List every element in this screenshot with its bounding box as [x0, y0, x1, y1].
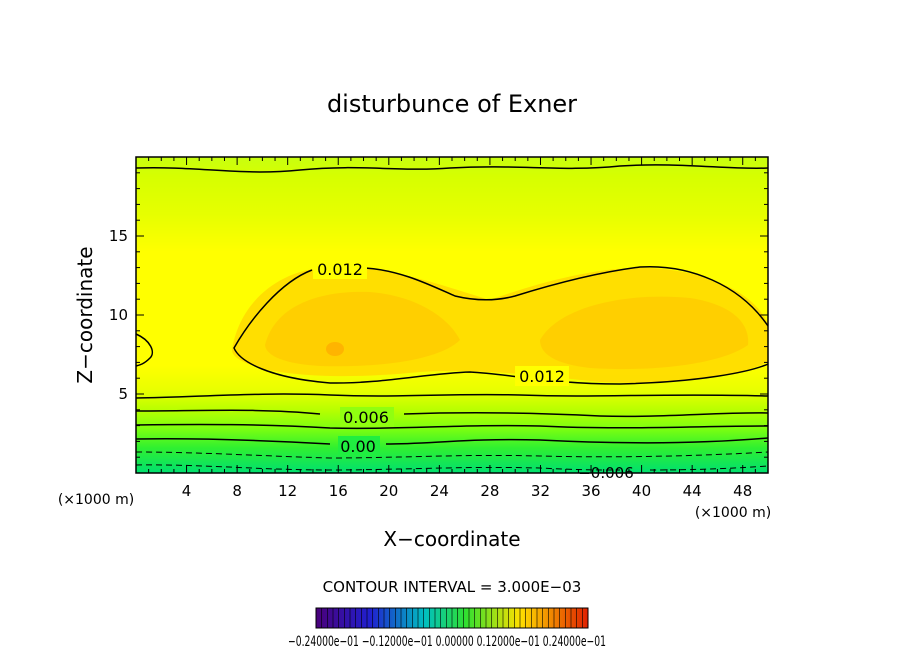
field-max-spot	[326, 342, 344, 356]
tick-label: 24	[430, 482, 449, 500]
tick-label: 15	[109, 227, 128, 245]
field-core-right	[540, 296, 749, 370]
contour-label-texts: 0.012 0.012 0.006 0.00 −0.006	[317, 260, 634, 482]
contour-lines	[136, 164, 768, 445]
tick-label: 28	[480, 482, 499, 500]
plot-area	[136, 157, 768, 473]
y-axis-label: Z−coordinate	[73, 246, 97, 383]
tick-label: 48	[733, 482, 752, 500]
tick-label: 44	[683, 482, 702, 500]
colorbar-divisions	[321, 608, 583, 628]
contour-interval: CONTOUR INTERVAL = 3.000E−03	[323, 578, 582, 596]
contour-label: 0.00	[340, 437, 376, 456]
x-unit-right: (×1000 m)	[695, 505, 771, 521]
tick-label: 36	[581, 482, 600, 500]
contour-0.012-left	[136, 333, 154, 367]
contour-label-bgs	[313, 259, 569, 456]
tick-label: 20	[379, 482, 398, 500]
x-axis-label: X−coordinate	[383, 527, 520, 551]
contour-label: 0.012	[317, 260, 363, 279]
contour-top	[136, 164, 768, 173]
contour-label: 0.006	[343, 408, 389, 427]
field-core-left	[265, 291, 460, 367]
contour-lines-negative	[136, 451, 768, 471]
tick-label: 8	[232, 482, 242, 500]
contour-0.006	[136, 409, 768, 418]
tick-label: 12	[278, 482, 297, 500]
contour-neg-0.006	[136, 464, 768, 471]
tick-label: 4	[182, 482, 192, 500]
tick-label: 16	[329, 482, 348, 500]
y-axis-ticks: 5 10 15	[109, 172, 768, 458]
contour-label: 0.012	[519, 367, 565, 386]
contour-0.003	[136, 423, 768, 430]
tick-label: 32	[531, 482, 550, 500]
tick-label: 40	[632, 482, 651, 500]
contour-0.012-upper	[364, 265, 768, 327]
x-unit-left: (×1000 m)	[58, 492, 134, 508]
colorbar-labels: −0.24000e−01 −0.12000e−01 0.00000 0.1200…	[288, 634, 606, 650]
tick-label: 5	[118, 385, 128, 403]
contour-neg-0.003	[136, 451, 768, 459]
x-axis-ticks: 4 8 12 16 20 24 28 32 36 40 44 48	[148, 157, 756, 500]
contour-0.009	[136, 393, 768, 399]
tick-label: 10	[109, 306, 128, 324]
contour-0.012-main	[233, 269, 768, 385]
contour-0.000	[136, 437, 768, 445]
chart-title: disturbunce of Exner	[327, 90, 577, 118]
